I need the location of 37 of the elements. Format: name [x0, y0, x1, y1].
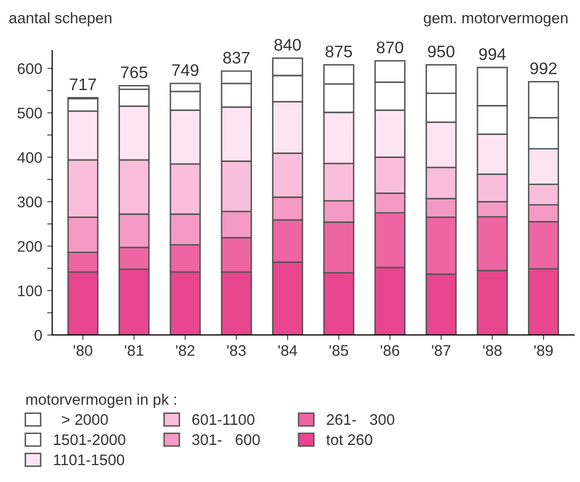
legend-label: > 2000	[62, 414, 108, 425]
legend-label: 261- 300	[326, 414, 394, 425]
x-tick-label: '87	[432, 345, 450, 356]
annotation: 950	[428, 46, 454, 58]
annotation: 749	[172, 64, 198, 76]
annotation: 992	[530, 62, 557, 74]
y-tick-label: 200	[18, 240, 42, 252]
y-axis-title: aantal schepen	[9, 12, 112, 26]
annotation: 840	[274, 38, 301, 51]
legend-label: tot 260	[326, 434, 372, 446]
annotation: 994	[479, 48, 506, 60]
x-tick-label: '84	[278, 345, 298, 356]
annotation: 717	[70, 78, 96, 90]
y-tick-label: 300	[18, 196, 42, 208]
y-tick-label: 100	[18, 285, 42, 296]
x-tick-label: '88	[483, 345, 502, 356]
annotation: 875	[326, 46, 352, 58]
x-tick-label: '89	[534, 345, 553, 356]
x-tick-label: '83	[227, 345, 246, 356]
legend-label: 1501-2000	[54, 434, 126, 446]
x-tick-label: '81	[124, 345, 144, 356]
annotation: 765	[121, 66, 148, 78]
y-tick-label: 600	[18, 63, 42, 74]
legend-label: 301- 600	[192, 434, 260, 446]
legend-label: 1101-1500	[54, 454, 124, 466]
x-tick-label: '80	[74, 345, 92, 356]
annotation: 837	[223, 52, 250, 64]
y-tick-label: 0	[34, 330, 42, 341]
y-tick-label: 400	[17, 152, 42, 163]
annotation: 870	[376, 42, 404, 54]
text: gem. motorvermogen	[424, 13, 568, 26]
y-tick-label: 500	[18, 108, 42, 119]
legend-label: 601-1100	[192, 414, 254, 425]
x-tick-label: '85	[330, 345, 348, 356]
x-tick-label: '82	[176, 345, 194, 356]
x-tick-label: '86	[380, 345, 400, 356]
legend-title: motorvermogen in pk :	[26, 394, 176, 408]
